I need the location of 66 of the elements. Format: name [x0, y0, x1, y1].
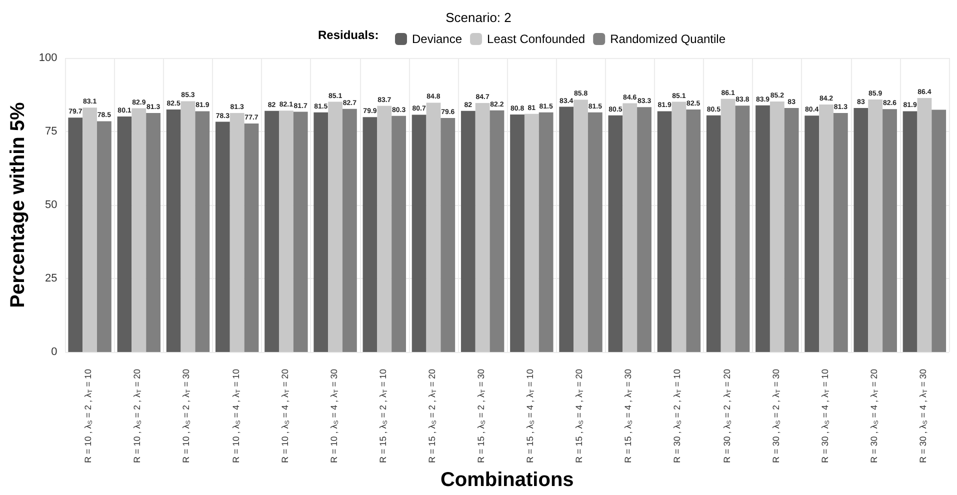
bar: [622, 103, 638, 352]
bar: [686, 109, 701, 352]
bar: [230, 112, 244, 352]
bar: [868, 99, 883, 352]
bar: [180, 101, 196, 352]
bar: [524, 114, 539, 352]
bar: [608, 115, 623, 352]
bar: [657, 111, 672, 352]
bar: [588, 112, 602, 352]
bar: [195, 111, 210, 352]
y-tick-label: 75: [45, 126, 58, 138]
bar: [132, 108, 146, 352]
bar: [426, 102, 441, 352]
bar: [117, 116, 132, 352]
bar: [510, 114, 524, 352]
bar: [784, 108, 799, 352]
chart-title: Scenario: 2: [446, 10, 512, 25]
y-tick-label: 100: [38, 52, 58, 64]
bar: [902, 111, 918, 352]
bar: [342, 108, 357, 352]
bar: [392, 116, 406, 352]
bar: [672, 102, 686, 352]
bar: [328, 102, 342, 352]
legend-label: Least Confounded: [487, 32, 586, 46]
bar: [166, 109, 181, 352]
bar: [244, 124, 259, 352]
bar: [882, 109, 897, 352]
bar: [278, 110, 294, 352]
bar: [264, 110, 279, 352]
bar: [314, 112, 328, 352]
bar: [833, 112, 848, 352]
bar: [412, 114, 426, 352]
x-axis-title: Combinations: [440, 469, 574, 491]
bar: [756, 105, 770, 352]
bar: [559, 106, 574, 352]
bar: [490, 110, 504, 352]
bar: [720, 98, 736, 352]
y-axis-title: Percentage within 5%: [7, 102, 29, 308]
bar: [475, 102, 490, 352]
bar: [68, 118, 83, 352]
y-tick-label: 25: [45, 272, 58, 284]
bar: [146, 112, 160, 352]
bar: [770, 102, 784, 352]
bar: [637, 107, 652, 352]
bar: [932, 110, 946, 352]
bar: [293, 112, 308, 352]
bar: [460, 110, 476, 352]
bar: [362, 117, 378, 352]
bar: [819, 104, 834, 352]
bar: [804, 116, 820, 352]
bar: [917, 98, 932, 352]
legend-label: Randomized Quantile: [610, 32, 726, 46]
bar: [82, 108, 98, 352]
y-tick-label: 0: [51, 346, 58, 358]
bar: [574, 100, 588, 352]
bar: [97, 121, 112, 352]
y-tick-label: 50: [45, 199, 58, 211]
bar: [735, 106, 750, 352]
bar: [538, 112, 554, 352]
legend-label: Deviance: [412, 32, 462, 46]
bar: [440, 118, 456, 352]
bar: [706, 115, 721, 352]
legend-title: Residuals:: [318, 28, 379, 42]
bar: [854, 108, 868, 352]
bar: [377, 106, 392, 352]
bar: [215, 122, 230, 352]
